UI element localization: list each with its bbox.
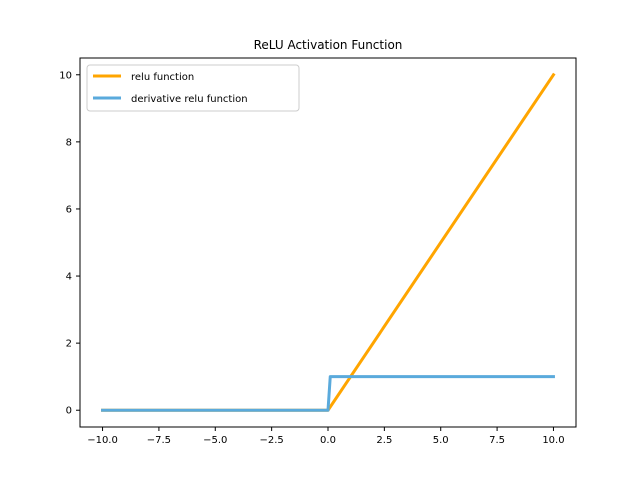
- x-tick-label: 2.5: [376, 435, 392, 446]
- y-tick-label: 6: [66, 204, 72, 215]
- legend-label-2: derivative relu function: [131, 94, 248, 105]
- y-tick-label: 0: [66, 406, 72, 417]
- series-line-2: [101, 375, 555, 412]
- x-tick-label: 5.0: [433, 435, 449, 446]
- x-tick-label: 0.0: [320, 435, 336, 446]
- legend-label-1: relu function: [131, 72, 194, 83]
- x-tick-label: −5.0: [203, 435, 227, 446]
- x-tick-label: −7.5: [147, 435, 171, 446]
- x-tick-label: 10.0: [542, 435, 564, 446]
- plot-area: −10.0 −7.5 −5.0 −2.5 0.0 2.5 5.0 7.5 10.0 0 2 4 6 8 10…: [59, 57, 577, 446]
- y-tick-label: 2: [66, 339, 72, 350]
- y-tick-label: 4: [66, 272, 72, 283]
- legend-box: [86, 64, 300, 112]
- y-tick-label: 8: [66, 137, 72, 148]
- chart-title: ReLU Activation Function: [254, 38, 403, 52]
- x-tick-label: −2.5: [259, 435, 283, 446]
- y-tick-label: 10: [59, 70, 72, 81]
- x-tick-label: −10.0: [87, 435, 118, 446]
- x-tick-label: 7.5: [489, 435, 505, 446]
